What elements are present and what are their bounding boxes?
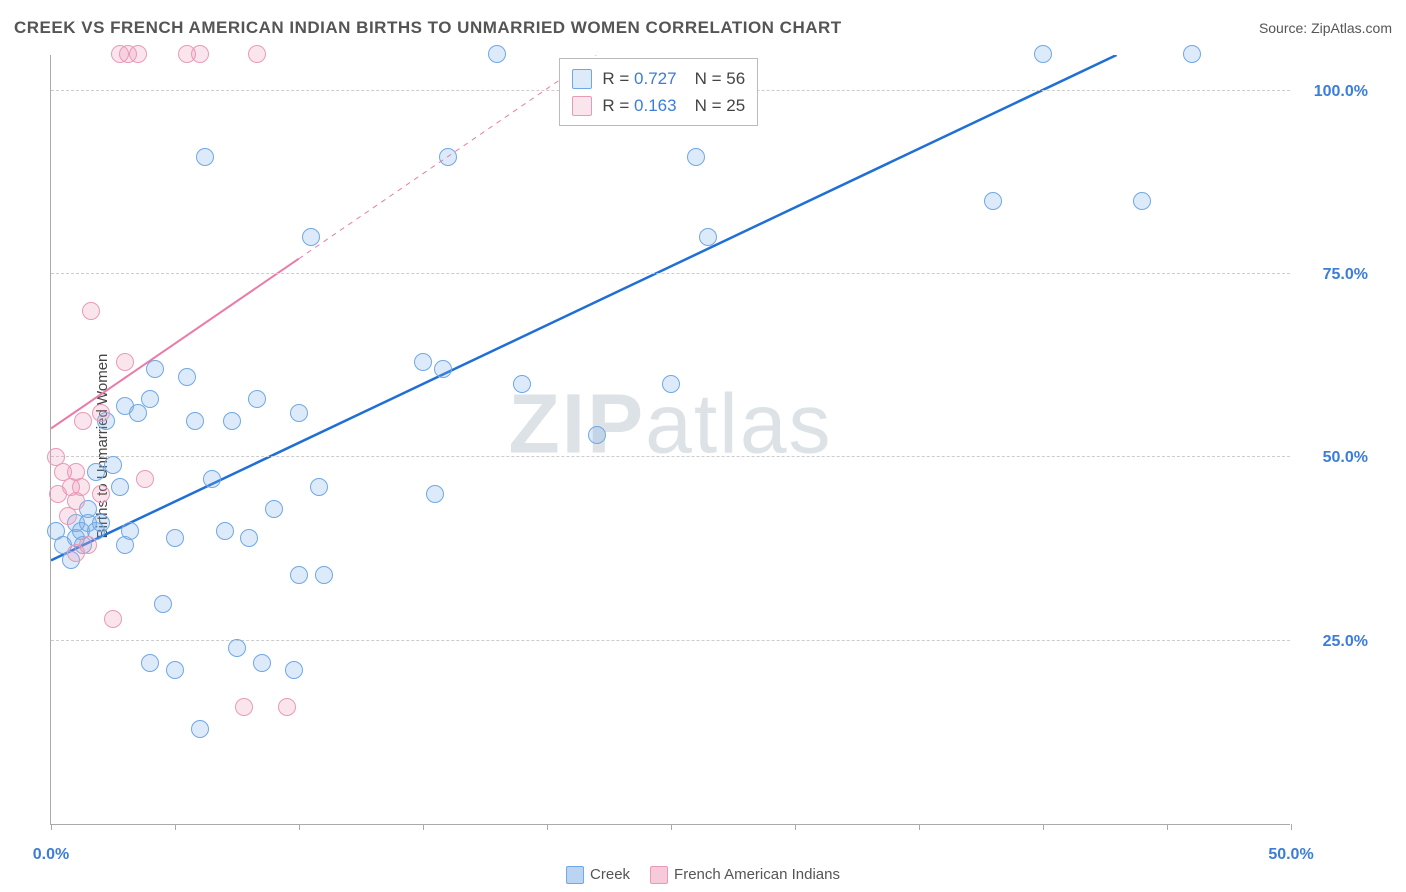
scatter-point: [662, 375, 680, 393]
xtick: [299, 824, 300, 830]
xtick: [175, 824, 176, 830]
scatter-point: [1183, 45, 1201, 63]
scatter-point: [235, 698, 253, 716]
scatter-point: [1034, 45, 1052, 63]
scatter-point: [186, 412, 204, 430]
scatter-point: [248, 45, 266, 63]
ytick-label: 75.0%: [1323, 266, 1368, 284]
scatter-point: [434, 360, 452, 378]
scatter-point: [223, 412, 241, 430]
scatter-point: [285, 661, 303, 679]
scatter-point: [104, 610, 122, 628]
scatter-point: [129, 404, 147, 422]
legend-swatch: [566, 866, 584, 884]
scatter-point: [302, 228, 320, 246]
scatter-point: [191, 720, 209, 738]
n-value: N = 56: [695, 65, 746, 92]
legend-swatch: [572, 69, 592, 89]
xtick: [547, 824, 548, 830]
scatter-point: [111, 478, 129, 496]
scatter-point: [166, 661, 184, 679]
scatter-point: [588, 426, 606, 444]
scatter-point: [92, 514, 110, 532]
scatter-point: [166, 529, 184, 547]
xtick: [423, 824, 424, 830]
scatter-point: [414, 353, 432, 371]
scatter-point: [1133, 192, 1151, 210]
xtick: [1167, 824, 1168, 830]
scatter-point: [439, 148, 457, 166]
scatter-point: [178, 368, 196, 386]
scatter-point: [129, 45, 147, 63]
scatter-point: [79, 536, 97, 554]
xtick: [919, 824, 920, 830]
scatter-point: [290, 404, 308, 422]
xtick-label: 50.0%: [1268, 846, 1313, 864]
scatter-point: [104, 456, 122, 474]
xtick: [1291, 824, 1292, 830]
scatter-point: [116, 353, 134, 371]
scatter-point: [248, 390, 266, 408]
chart-source: Source: ZipAtlas.com: [1259, 20, 1392, 36]
r-value: R = 0.163: [602, 92, 676, 119]
scatter-point: [92, 485, 110, 503]
scatter-point: [228, 639, 246, 657]
correlation-row: R = 0.727 N = 56: [572, 65, 745, 92]
scatter-point: [984, 192, 1002, 210]
scatter-point: [488, 45, 506, 63]
scatter-point: [315, 566, 333, 584]
scatter-point: [513, 375, 531, 393]
ytick-label: 100.0%: [1314, 83, 1368, 101]
xtick: [671, 824, 672, 830]
scatter-point: [141, 390, 159, 408]
xtick: [51, 824, 52, 830]
scatter-point: [699, 228, 717, 246]
chart-title: CREEK VS FRENCH AMERICAN INDIAN BIRTHS T…: [14, 18, 842, 38]
gridline-h: [51, 273, 1290, 274]
scatter-point: [203, 470, 221, 488]
scatter-point: [253, 654, 271, 672]
scatter-point: [136, 470, 154, 488]
scatter-point: [191, 45, 209, 63]
scatter-point: [216, 522, 234, 540]
legend-label: French American Indians: [674, 866, 840, 883]
scatter-point: [687, 148, 705, 166]
correlation-row: R = 0.163 N = 25: [572, 92, 745, 119]
scatter-point: [278, 698, 296, 716]
scatter-point: [72, 478, 90, 496]
legend-bottom: Creek French American Indians: [566, 866, 840, 884]
ytick-label: 25.0%: [1323, 633, 1368, 651]
scatter-point: [426, 485, 444, 503]
legend-label: Creek: [590, 866, 630, 883]
xtick-label: 0.0%: [33, 846, 69, 864]
legend-swatch: [572, 96, 592, 116]
scatter-point: [74, 412, 92, 430]
scatter-point: [92, 404, 110, 422]
n-value: N = 25: [695, 92, 746, 119]
scatter-point: [196, 148, 214, 166]
scatter-point: [82, 302, 100, 320]
legend-item: French American Indians: [650, 866, 840, 884]
chart-plot-area: ZIPatlas 25.0%50.0%75.0%100.0%0.0%50.0%R…: [50, 55, 1290, 825]
scatter-point: [265, 500, 283, 518]
ytick-label: 50.0%: [1323, 449, 1368, 467]
chart-header: CREEK VS FRENCH AMERICAN INDIAN BIRTHS T…: [14, 18, 1392, 38]
scatter-point: [141, 654, 159, 672]
xtick: [1043, 824, 1044, 830]
scatter-point: [290, 566, 308, 584]
scatter-point: [310, 478, 328, 496]
scatter-point: [87, 463, 105, 481]
scatter-point: [154, 595, 172, 613]
r-value: R = 0.727: [602, 65, 676, 92]
scatter-point: [121, 522, 139, 540]
gridline-h: [51, 456, 1290, 457]
legend-swatch: [650, 866, 668, 884]
scatter-point: [146, 360, 164, 378]
correlation-box: R = 0.727 N = 56 R = 0.163 N = 25: [559, 58, 758, 126]
xtick: [795, 824, 796, 830]
scatter-point: [240, 529, 258, 547]
legend-item: Creek: [566, 866, 630, 884]
